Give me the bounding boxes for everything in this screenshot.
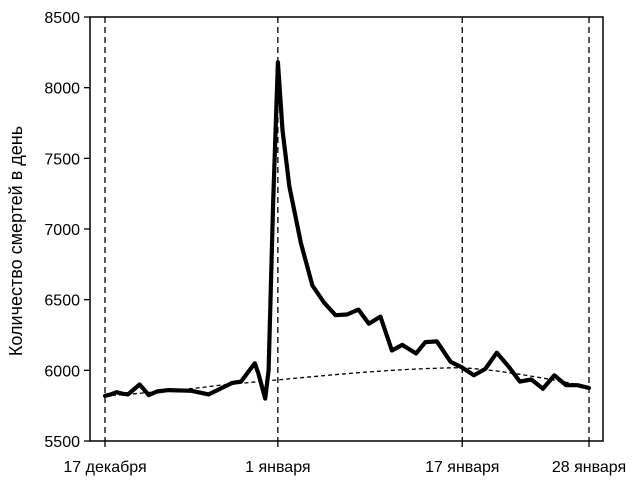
plot-frame	[89, 16, 604, 442]
y-tick-label-1: 6000	[44, 363, 80, 380]
x-tick-label-0: 17 декабря	[63, 459, 146, 476]
y-axis-title: Количество смертей в день	[6, 126, 26, 356]
y-tick-label-6: 8500	[44, 10, 80, 27]
x-tick-label-3: 28 января	[552, 459, 626, 476]
x-tick-label-2: 17 января	[425, 459, 499, 476]
y-tick-label-4: 7500	[44, 151, 80, 168]
x-tick-label-1: 1 января	[245, 459, 310, 476]
daily-deaths-line	[102, 60, 592, 401]
y-tick-label-3: 7000	[44, 222, 80, 239]
main-series	[102, 60, 592, 401]
y-tick-label-2: 6500	[44, 293, 80, 310]
x-axis: 17 декабря 1 января 17 января 28 января	[63, 441, 626, 476]
y-tick-label-0: 5500	[44, 434, 80, 451]
y-axis: 5500 6000 6500 7000 7500 8000 8500	[44, 10, 90, 451]
y-tick-label-5: 8000	[44, 81, 80, 98]
